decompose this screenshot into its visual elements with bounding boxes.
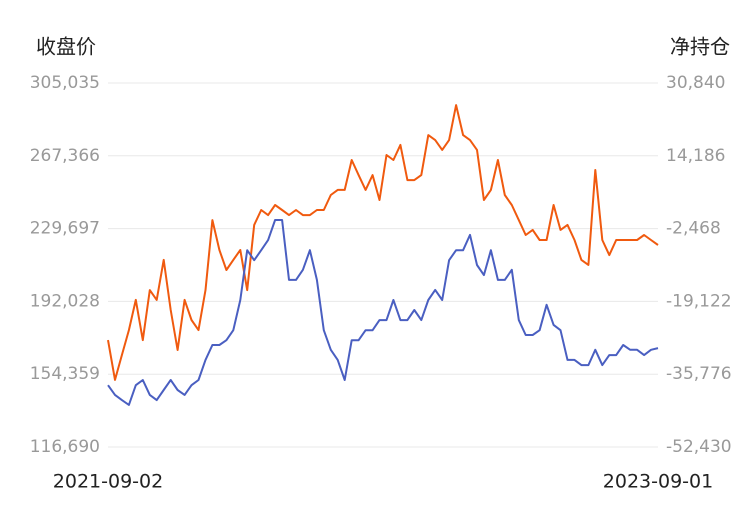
y2-tick-label: -35,776 (666, 364, 732, 384)
y2-tick-label: -19,122 (666, 291, 732, 311)
data-line (107, 219, 659, 406)
y-tick-label: 116,690 (30, 437, 100, 457)
y2-axis-title: 净持仓 (670, 35, 730, 59)
y-tick-label: 267,366 (30, 146, 100, 166)
y-axis-title: 收盘价 (36, 35, 96, 59)
y-tick-label: 229,697 (30, 219, 100, 239)
y-tick-label: 305,035 (30, 73, 100, 93)
data-line (107, 104, 659, 381)
y2-tick-label: -52,430 (666, 437, 732, 457)
y-tick-label: 154,359 (30, 364, 100, 384)
x-tick-label: 2021-09-02 (53, 471, 163, 493)
y-tick-label: 192,028 (30, 291, 100, 311)
y2-tick-label: -2,468 (666, 219, 721, 239)
y2-tick-label: 30,840 (666, 73, 725, 93)
y2-tick-label: 14,186 (666, 146, 725, 166)
x-tick-label: 2023-09-01 (603, 471, 713, 493)
